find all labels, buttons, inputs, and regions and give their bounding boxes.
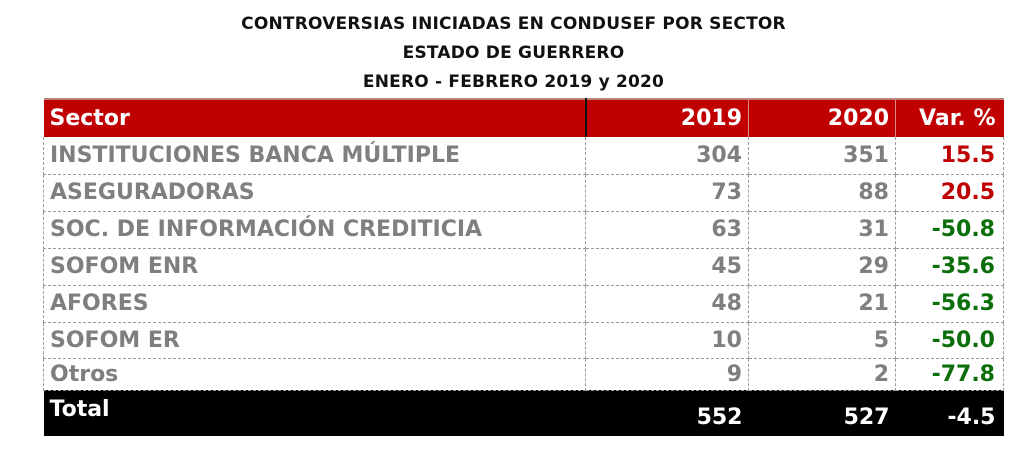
value-2019-cell: 63	[585, 211, 749, 249]
var-cell: -77.8	[895, 358, 1004, 391]
header-2019: 2019	[585, 99, 749, 137]
value-2019-cell: 73	[585, 174, 749, 212]
value-2019-cell: 48	[585, 285, 749, 323]
controversias-table: Sector 2019 2020 Var. % INSTITUCIONES BA…	[43, 98, 1004, 436]
value-2019-cell: 304	[585, 137, 749, 175]
total-2020: 527	[843, 405, 890, 430]
total-row: Total 552 527 -4.5	[43, 390, 1004, 436]
value-2020-cell: 88	[748, 174, 896, 212]
table-row: ASEGURADORAS 73 88 20.5	[43, 174, 1004, 212]
value-2020-cell: 21	[748, 285, 896, 323]
value-2020-cell: 351	[748, 137, 896, 175]
total-label: Total	[49, 396, 110, 422]
sector-cell: SOFOM ENR	[43, 248, 586, 286]
value-2019-cell: 9	[585, 358, 749, 391]
table-row: AFORES 48 21 -56.3	[43, 285, 1004, 323]
value-2020-cell: 2	[748, 358, 896, 391]
table-row: Otros 9 2 -77.8	[43, 358, 1004, 391]
sector-cell: SOC. DE INFORMACIÓN CREDITICIA	[43, 211, 586, 249]
title-period: ENERO - FEBRERO 2019 y 2020	[362, 72, 665, 92]
header-var: Var. %	[919, 106, 996, 131]
var-cell: -50.0	[895, 322, 1004, 359]
total-var: -4.5	[947, 405, 996, 430]
header-row: Sector 2019 2020 Var. %	[43, 99, 1004, 137]
table-row: INSTITUCIONES BANCA MÚLTIPLE 304 351 15.…	[43, 137, 1004, 175]
sector-cell: ASEGURADORAS	[43, 174, 586, 212]
value-2019-cell: 45	[585, 248, 749, 286]
header-sector: Sector	[43, 99, 587, 137]
var-cell: 15.5	[895, 137, 1004, 175]
var-cell: 20.5	[895, 174, 1004, 212]
value-2019-cell: 10	[585, 322, 749, 359]
header-2020: 2020	[748, 99, 896, 137]
sector-cell: SOFOM ER	[43, 322, 586, 359]
sector-cell: INSTITUCIONES BANCA MÚLTIPLE	[43, 137, 586, 175]
value-2020-cell: 5	[748, 322, 896, 359]
var-cell: -35.6	[895, 248, 1004, 286]
value-2020-cell: 31	[748, 211, 896, 249]
var-cell: -56.3	[895, 285, 1004, 323]
title-state: ESTADO DE GUERRERO	[402, 43, 625, 63]
sector-cell: AFORES	[43, 285, 586, 323]
table-row: SOFOM ER 10 5 -50.0	[43, 322, 1004, 359]
table-row: SOFOM ENR 45 29 -35.6	[43, 248, 1004, 286]
value-2020-cell: 29	[748, 248, 896, 286]
sector-cell: Otros	[43, 358, 586, 391]
table-titles: CONTROVERSIAS INICIADAS EN CONDUSEF POR …	[0, 10, 1027, 97]
title-main: CONTROVERSIAS INICIADAS EN CONDUSEF POR …	[241, 14, 786, 34]
total-2019: 552	[696, 405, 743, 430]
table-row: SOC. DE INFORMACIÓN CREDITICIA 63 31 -50…	[43, 211, 1004, 249]
var-cell: -50.8	[895, 211, 1004, 249]
